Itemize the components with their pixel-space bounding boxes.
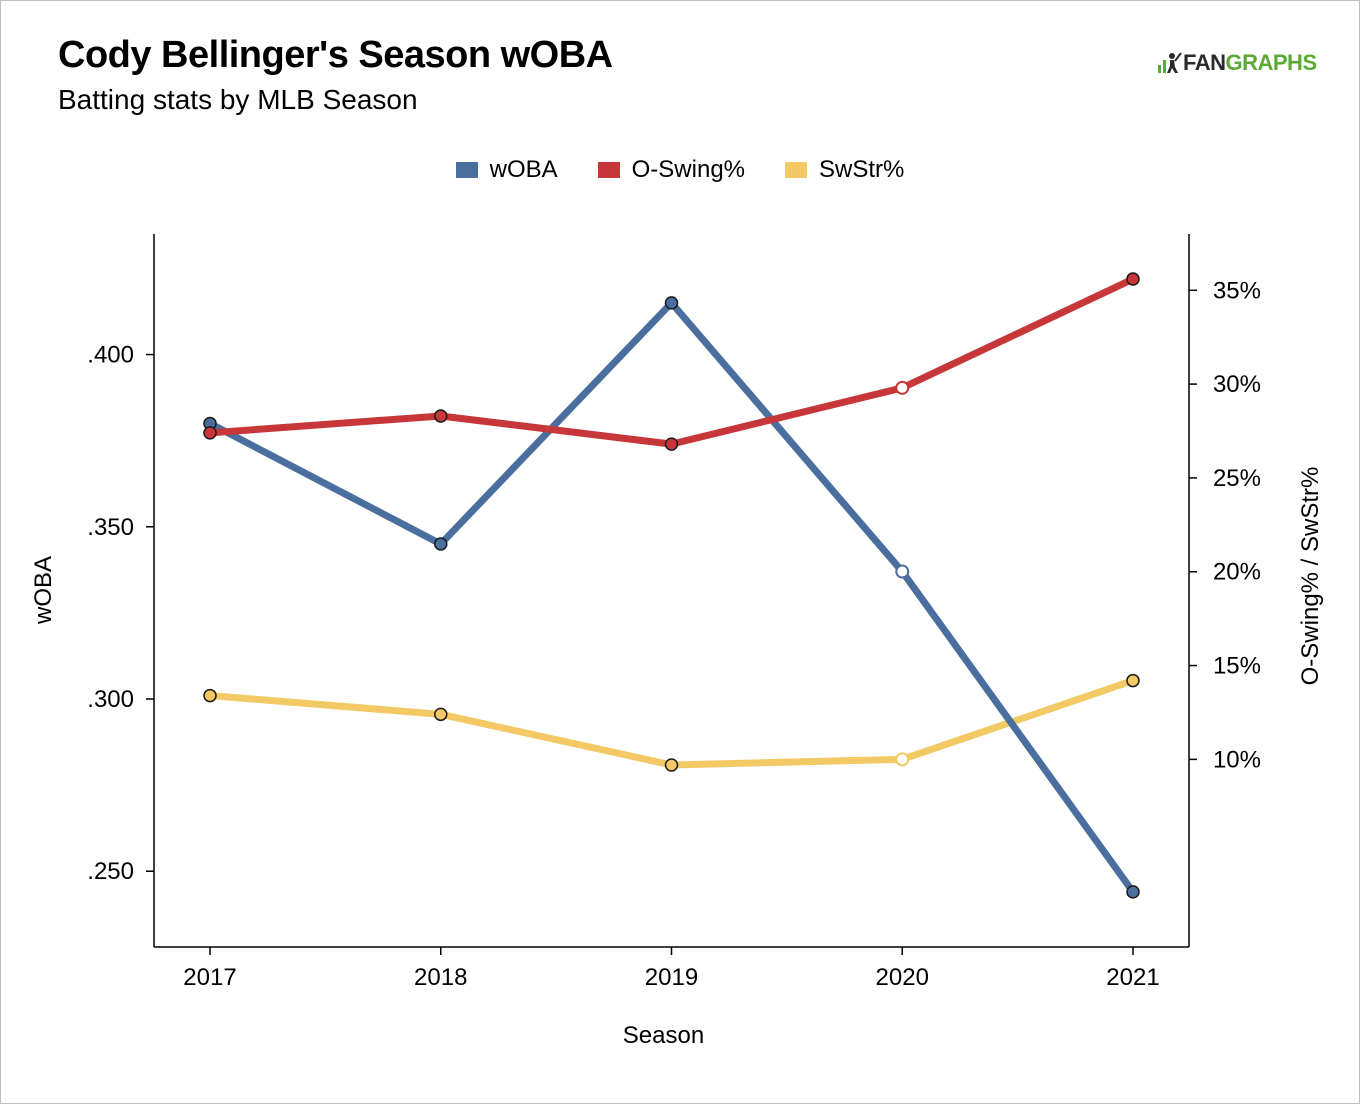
logo-text-fan: FAN: [1183, 50, 1226, 75]
legend-label-woba: wOBA: [489, 156, 558, 183]
y-tick-label-right: 25%: [1213, 465, 1261, 492]
series-line-swstr: [206, 677, 1137, 769]
logo-text-graphs: GRAPHS: [1225, 50, 1318, 75]
legend-item-oswing[interactable]: O-Swing%: [597, 156, 746, 184]
x-tick-label: 2020: [876, 964, 929, 991]
legend-item-swstr[interactable]: SwStr%: [785, 156, 904, 184]
legend-swatch-oswing: [597, 162, 620, 178]
y-tick-label-left: .350: [87, 514, 134, 541]
series-line-woba: [206, 299, 1137, 896]
data-point-woba: [664, 296, 679, 310]
data-point-oswing: [203, 426, 217, 440]
y-tick-label-right: 30%: [1213, 371, 1261, 398]
legend-label-oswing: O-Swing%: [631, 156, 746, 183]
y-tick-label-right: 15%: [1213, 653, 1261, 680]
y-tick-label-right: 10%: [1213, 746, 1261, 773]
data-point-oswing: [664, 437, 679, 451]
data-point-oswing: [895, 380, 910, 395]
chart-title: Cody Bellinger's Season wOBA: [58, 34, 613, 76]
batter-icon: [1158, 52, 1182, 73]
legend-swatch-swstr: [785, 162, 808, 178]
data-point-swstr: [664, 758, 679, 772]
data-point-swstr: [203, 688, 217, 703]
data-point-oswing: [1126, 272, 1140, 286]
data-point-woba: [895, 564, 910, 579]
x-tick-label: 2019: [645, 964, 698, 991]
x-tick-label: 2021: [1106, 964, 1159, 991]
data-point-woba: [1126, 885, 1140, 899]
fangraphs-logo[interactable]: FAN GRAPHS: [1156, 50, 1317, 76]
chart-subtitle: Batting stats by MLB Season: [58, 84, 418, 115]
data-point-swstr: [434, 707, 448, 722]
x-axis-label: Season: [623, 1022, 704, 1049]
y-tick-label-left: .300: [87, 686, 134, 713]
y-axis-label-right: O-Swing% / SwStr%: [1297, 467, 1324, 686]
x-tick-label: 2017: [183, 964, 236, 991]
chart-legend: wOBA O-Swing% SwStr%: [0, 156, 1360, 184]
y-tick-label-right: 35%: [1213, 277, 1261, 304]
data-point-swstr: [895, 752, 910, 767]
x-tick-label: 2018: [414, 964, 467, 991]
legend-swatch-woba: [455, 162, 478, 178]
y-tick-label-left: .250: [87, 858, 134, 885]
y-axis-label-left: wOBA: [30, 556, 57, 625]
y-tick-label-left: .400: [87, 342, 134, 369]
legend-label-swstr: SwStr%: [819, 156, 905, 183]
legend-item-woba[interactable]: wOBA: [455, 156, 558, 184]
data-point-swstr: [1126, 673, 1140, 688]
data-point-oswing: [434, 409, 448, 423]
y-tick-label-right: 20%: [1213, 559, 1261, 586]
data-point-woba: [434, 537, 448, 551]
